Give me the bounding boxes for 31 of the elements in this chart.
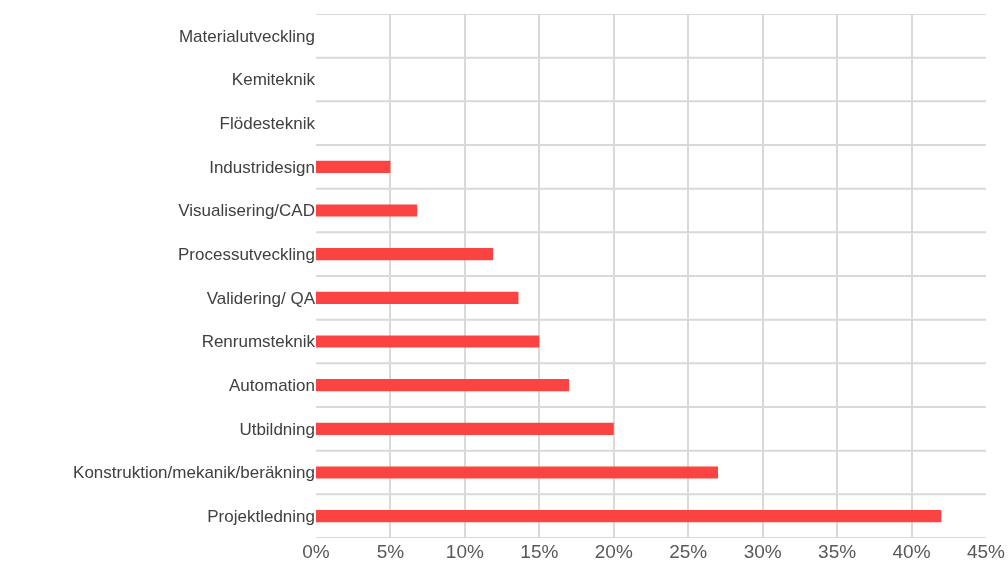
bar: [316, 510, 942, 523]
y-tick-label: Kemiteknik: [231, 70, 316, 90]
x-tick-label: 0%: [302, 541, 330, 562]
x-tick-label: 20%: [594, 541, 633, 562]
x-tick-label: 15%: [520, 541, 559, 562]
x-tick-label: 45%: [966, 541, 1006, 562]
y-tick-label: Projektledning: [207, 507, 315, 527]
x-tick-label: 5%: [376, 541, 405, 562]
y-tick-label: Utbildning: [239, 419, 315, 439]
y-tick-label: Flödesteknik: [219, 114, 316, 134]
bar: [316, 422, 614, 435]
y-tick-label: Industridesign: [209, 157, 315, 177]
bar: [316, 248, 494, 261]
bar: [316, 335, 540, 348]
x-tick-label: 10%: [445, 541, 485, 562]
bar: [316, 204, 418, 217]
x-tick-label: 35%: [818, 541, 857, 562]
y-tick-label: Renrumsteknik: [201, 332, 316, 352]
y-tick-label: Processutveckling: [177, 245, 315, 265]
bar: [316, 466, 718, 479]
y-tick-label: Visualisering/CAD: [178, 201, 315, 221]
y-tick-label: Automation: [229, 376, 315, 396]
bar: [316, 379, 570, 392]
y-tick-label: Materialutveckling: [178, 26, 315, 46]
bar: [316, 291, 519, 304]
y-tick-label: Validering/ QA: [206, 288, 316, 308]
x-tick-label: 40%: [892, 541, 931, 562]
x-tick-label: 30%: [743, 541, 782, 562]
y-tick-label: Konstruktion/mekanik/beräkning: [73, 463, 315, 483]
x-tick-label: 25%: [669, 541, 708, 562]
bar: [316, 160, 391, 173]
